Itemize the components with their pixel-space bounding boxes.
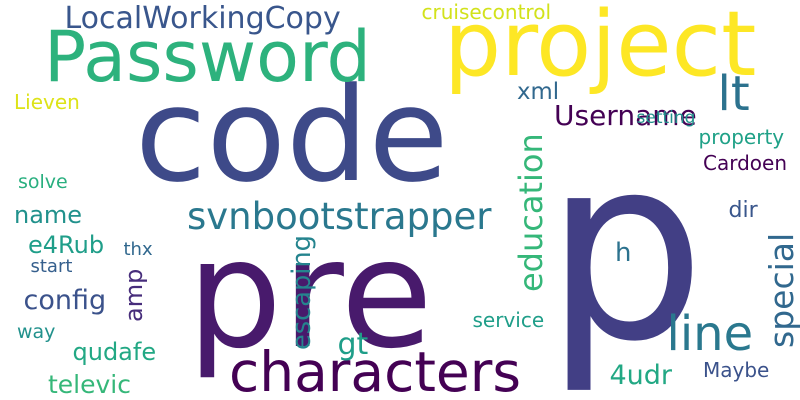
word-televic: televic xyxy=(48,370,131,399)
word-lieven: Lieven xyxy=(14,90,80,114)
word-characters: characters xyxy=(229,340,522,400)
word-cruisecontrol: cruisecontrol xyxy=(421,0,552,24)
word-project: project xyxy=(444,0,757,97)
word-svnbootstrapper: svnbootstrapper xyxy=(187,195,492,238)
word-password: Password xyxy=(44,16,371,98)
word-solve: solve xyxy=(18,171,68,193)
word-property: property xyxy=(698,125,785,149)
word-cardoen: Cardoen xyxy=(703,151,788,175)
word-gt: gt xyxy=(337,327,369,362)
word-service: service xyxy=(472,308,545,332)
word-4udr: 4udr xyxy=(609,360,673,391)
word-education: education xyxy=(512,133,550,292)
word-h: h xyxy=(615,238,632,268)
word-xml: xml xyxy=(517,78,560,105)
word-setting: setting xyxy=(636,108,696,128)
word-qudafe: qudafe xyxy=(72,338,157,366)
word-code: code xyxy=(135,59,449,211)
word-thx: thx xyxy=(123,239,153,260)
word-config: config xyxy=(23,285,107,316)
word-way: way xyxy=(17,321,56,343)
word-line: line xyxy=(666,306,754,362)
word-amp: amp xyxy=(120,268,148,322)
word-username: Username xyxy=(554,99,697,132)
word-start: start xyxy=(30,256,73,277)
word-name: name xyxy=(14,201,83,229)
word-dir: dir xyxy=(728,198,758,223)
word-maybe: Maybe xyxy=(703,358,770,382)
word-localworkingcopy: LocalWorkingCopy xyxy=(64,1,341,36)
word-e4rub: e4Rub xyxy=(28,231,105,259)
word-p: p xyxy=(544,101,706,397)
word-escaping: escaping xyxy=(287,235,317,350)
word-special: special xyxy=(762,232,800,348)
word-lt: lt xyxy=(717,66,750,122)
word-pre: pre xyxy=(187,208,433,382)
